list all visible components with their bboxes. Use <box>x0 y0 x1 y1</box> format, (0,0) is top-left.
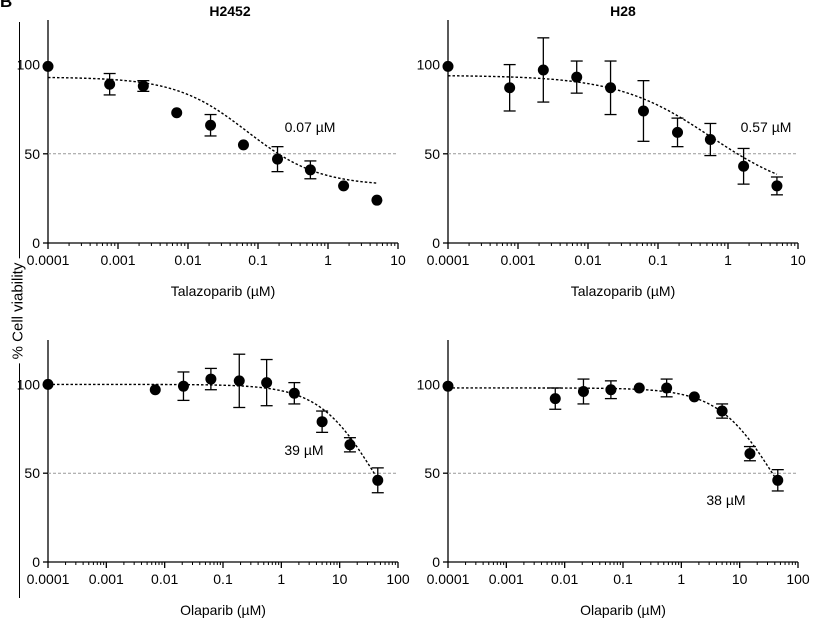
x-tick-label: 0.01 <box>174 252 201 268</box>
ic50-annotation: 38 µM <box>706 492 745 508</box>
x-tick-label: 10 <box>390 252 406 268</box>
data-point <box>772 474 784 486</box>
data-point <box>771 180 783 192</box>
data-point <box>605 82 617 94</box>
data-point <box>304 164 316 176</box>
panel-letter: B <box>0 0 13 11</box>
x-tick-label: 100 <box>786 571 810 587</box>
y-tick-label: 100 <box>417 376 441 392</box>
ic50-annotation: 0.57 µM <box>741 119 792 135</box>
fit-curve <box>48 383 379 480</box>
y-tick-label: 100 <box>17 376 41 392</box>
x-tick-label: 0.0001 <box>427 571 470 587</box>
data-point <box>371 194 383 206</box>
data-point <box>205 119 217 131</box>
x-tick-label: 0.001 <box>89 571 124 587</box>
y-tick-label: 100 <box>17 57 41 73</box>
x-tick-label: 0.01 <box>151 571 178 587</box>
chart-panel-3: 0 50 100 0.0001 0.001 0.01 0.1 1 10 100 Olaparib (… <box>17 340 410 618</box>
x-tick-label: 100 <box>386 571 410 587</box>
data-point <box>442 60 454 72</box>
x-tick-label: 10 <box>332 571 348 587</box>
x-tick-label: 1 <box>724 252 732 268</box>
y-tick-label: 50 <box>24 146 40 162</box>
x-tick-label: 0.0001 <box>427 252 470 268</box>
data-point <box>205 373 217 385</box>
x-tick-label: 0.0001 <box>27 571 70 587</box>
fit-curve <box>448 387 779 482</box>
data-point <box>549 393 561 405</box>
chart-panel-2: H28 0 50 100 0.0001 0.001 0.01 0.1 1 10 Talazopari… <box>417 3 806 299</box>
x-tick-label: 0.01 <box>574 252 601 268</box>
data-point <box>672 126 684 138</box>
ic50-annotation: 39 µM <box>284 442 323 458</box>
data-point <box>537 64 549 76</box>
data-point <box>338 180 350 192</box>
y-tick-label: 0 <box>432 554 440 570</box>
data-point <box>605 384 617 396</box>
chart-title: H2452 <box>209 3 250 19</box>
data-point <box>42 378 54 390</box>
data-point <box>571 71 583 83</box>
fit-curve <box>47 76 377 184</box>
x-tick-label: 0.1 <box>613 571 633 587</box>
x-axis-label: Talazoparib (µM) <box>571 283 676 299</box>
data-point <box>704 134 716 146</box>
y-tick-label: 50 <box>24 465 40 481</box>
data-point <box>504 82 516 94</box>
chart-panel-1: H2452 0 50 100 0.0001 0.001 0.01 0.1 1 10 Talazopa… <box>17 3 406 299</box>
x-tick-label: 10 <box>790 252 806 268</box>
data-point <box>316 416 328 428</box>
x-tick-label: 1 <box>277 571 285 587</box>
data-point <box>744 448 756 460</box>
data-point <box>344 439 356 451</box>
x-tick-label: 1 <box>677 571 685 587</box>
y-tick-label: 0 <box>32 554 40 570</box>
y-tick-label: 0 <box>432 235 440 251</box>
x-tick-label: 1 <box>324 252 332 268</box>
data-point <box>738 160 750 172</box>
x-tick-label: 0.1 <box>648 252 668 268</box>
shared-y-axis-label-group: % Cell viability <box>0 0 36 622</box>
x-tick-label: 0.1 <box>248 252 268 268</box>
chart-title: H28 <box>610 3 636 19</box>
data-point <box>637 105 649 117</box>
data-point <box>237 139 249 151</box>
x-tick-label: 0.0001 <box>27 252 70 268</box>
x-tick-label: 0.1 <box>213 571 233 587</box>
y-tick-label: 50 <box>424 465 440 481</box>
x-tick-label: 0.001 <box>500 252 535 268</box>
fit-curve <box>447 75 778 175</box>
y-tick-label: 0 <box>32 235 40 251</box>
data-point <box>577 386 589 398</box>
x-axis-label: Talazoparib (µM) <box>171 283 276 299</box>
ic50-annotation: 0.07 µM <box>285 119 336 135</box>
data-point <box>177 380 189 392</box>
data-point <box>372 474 384 486</box>
data-point <box>716 405 728 417</box>
data-point <box>288 387 300 399</box>
chart-panel-4: 0 50 100 0.0001 0.001 0.01 0.1 1 10 100 Olaparib (… <box>417 340 810 618</box>
x-axis-label: Olaparib (µM) <box>180 602 266 618</box>
data-point <box>171 107 183 119</box>
data-point <box>261 377 273 389</box>
y-tick-label: 50 <box>424 146 440 162</box>
x-axis-label: Olaparib (µM) <box>580 602 666 618</box>
x-tick-label: 10 <box>732 571 748 587</box>
x-tick-label: 0.001 <box>489 571 524 587</box>
data-point <box>661 382 673 394</box>
data-point <box>42 60 54 72</box>
data-point <box>272 153 284 165</box>
data-point <box>633 382 645 394</box>
x-tick-label: 0.01 <box>551 571 578 587</box>
y-tick-label: 100 <box>417 57 441 73</box>
data-point <box>104 78 116 90</box>
data-point <box>233 375 245 387</box>
data-point <box>442 380 454 392</box>
data-point <box>149 384 161 396</box>
data-point <box>137 80 149 92</box>
x-tick-label: 0.001 <box>100 252 135 268</box>
data-point <box>688 391 700 403</box>
